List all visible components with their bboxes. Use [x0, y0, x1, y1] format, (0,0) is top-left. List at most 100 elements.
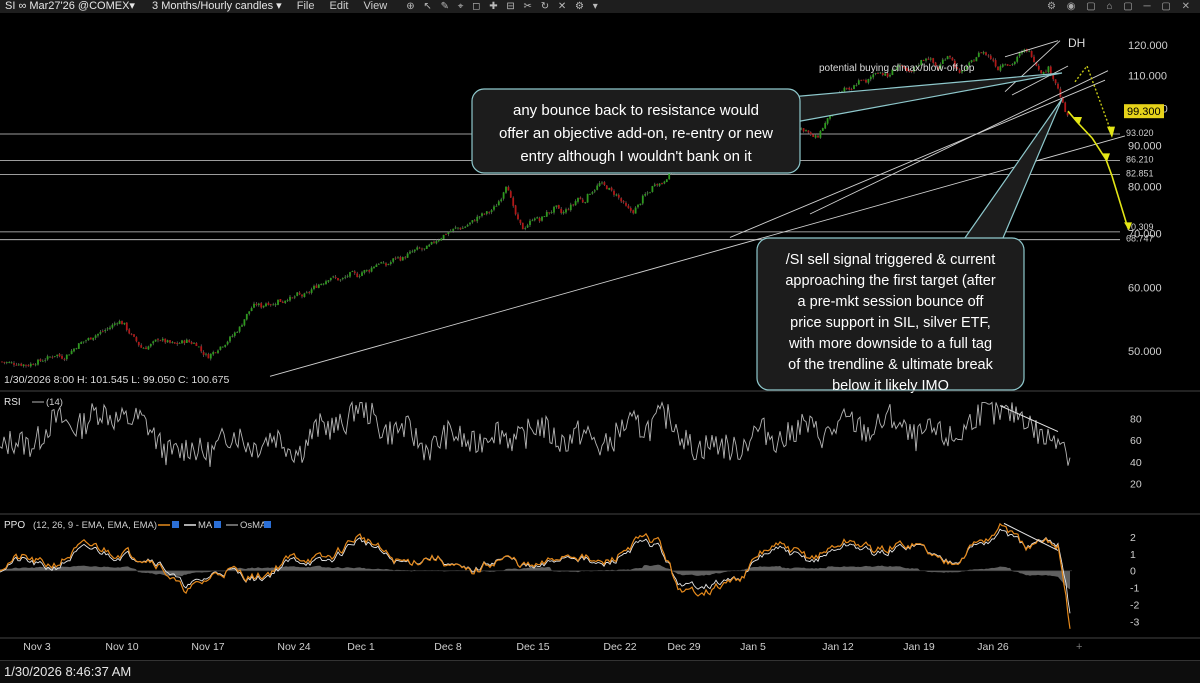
target-arrowhead: [1102, 153, 1110, 162]
candle: [85, 340, 87, 342]
candle: [104, 329, 107, 332]
candle: [1030, 50, 1033, 58]
candle: [622, 201, 625, 203]
candle: [800, 128, 803, 130]
candle: [49, 356, 51, 358]
candle: [53, 355, 56, 357]
candle: [925, 58, 927, 61]
candle: [197, 346, 200, 348]
ppo-tick-label: 0: [1130, 566, 1136, 578]
candle: [375, 264, 378, 268]
menu-file[interactable]: File: [296, 0, 315, 12]
candle: [301, 294, 303, 297]
candle: [514, 205, 517, 215]
candle: [320, 283, 323, 285]
candle: [1021, 51, 1023, 54]
ppo-ma-line: [0, 528, 1071, 614]
candle: [608, 187, 611, 190]
candle: [58, 354, 61, 357]
candle: [411, 251, 414, 253]
candle: [814, 135, 817, 138]
candle: [469, 222, 471, 225]
candle: [896, 66, 899, 71]
x-tick-label: Jan 26: [977, 641, 1009, 653]
candle: [130, 333, 133, 335]
candle: [39, 359, 42, 362]
candle: [855, 84, 858, 86]
candle: [423, 248, 426, 250]
candle: [118, 321, 121, 324]
candle: [812, 134, 815, 138]
candle: [898, 64, 901, 67]
candle: [478, 216, 481, 218]
candle: [392, 258, 395, 262]
candle: [164, 338, 167, 343]
candle: [613, 190, 615, 195]
candle: [502, 192, 505, 199]
sell-signal-callout-text-line: approaching the first target (after: [785, 273, 996, 289]
candle: [298, 292, 301, 295]
ohlc-readout: 1/30/2026 8:00 H: 101.545 L: 99.050 C: 1…: [4, 374, 230, 386]
candle: [663, 181, 666, 184]
chart-canvas[interactable]: 120.000110.000100.00090.00080.00070.0006…: [0, 13, 1200, 660]
candle: [653, 184, 656, 186]
candle: [178, 343, 181, 344]
candle: [260, 303, 263, 308]
checkbox-icon[interactable]: [172, 521, 179, 528]
menu-edit[interactable]: Edit: [329, 0, 349, 12]
candle: [15, 364, 18, 366]
candle: [289, 296, 291, 301]
candle: [805, 129, 807, 131]
level-label: 68.747: [1126, 234, 1154, 244]
candle: [922, 60, 925, 61]
window-controls-icon[interactable]: ⚙ ◉ ▢ ⌂ ▢ ─ ▢ ✕: [1047, 1, 1194, 12]
drawing-tools-icon[interactable]: ⊕ ↖ ✎ ⌖ ◻ ✚ ⊟ ✂ ↻ ✕ ⚙ ▾: [406, 1, 601, 12]
target-arrow: [1105, 159, 1113, 177]
candle: [819, 130, 822, 138]
candle: [908, 70, 911, 72]
candle: [291, 297, 294, 299]
candle: [665, 179, 668, 183]
candle: [584, 202, 587, 203]
dh-label: DH: [1068, 36, 1085, 50]
candle: [425, 245, 428, 249]
candle: [272, 304, 275, 306]
candle: [5, 362, 8, 363]
price-panel: 120.000110.000100.00090.00080.00070.0006…: [0, 36, 1168, 394]
candle: [236, 332, 239, 333]
candle: [128, 329, 131, 334]
candle: [13, 363, 15, 365]
candle: [1006, 64, 1009, 66]
symbol-selector[interactable]: SI ∞ Mar27'26 @COMEX▾: [5, 0, 135, 12]
candle: [452, 228, 455, 231]
candle: [627, 205, 630, 209]
checkbox-icon[interactable]: [214, 521, 221, 528]
candle: [610, 187, 613, 191]
candle: [440, 238, 443, 241]
candle: [437, 240, 440, 242]
checkbox-icon[interactable]: [264, 521, 271, 528]
sell-signal-callout-text-line: /SI sell signal triggered & current: [786, 252, 996, 268]
candle: [961, 71, 963, 73]
candle: [245, 313, 248, 320]
candle: [185, 339, 188, 343]
rsi-tick-label: 60: [1130, 435, 1142, 447]
candle: [877, 73, 879, 74]
ppo-legend-params: (12, 26, 9 - EMA, EMA, EMA): [33, 520, 157, 531]
bounce-callout-text-line: entry although I wouldn't bank on it: [520, 148, 752, 165]
menu-view[interactable]: View: [363, 0, 388, 12]
interval-selector[interactable]: 3 Months/Hourly candles ▾: [152, 0, 282, 12]
candle: [435, 241, 438, 244]
status-bar: 1/30/2026 8:46:37 AM: [0, 660, 1200, 683]
candle: [181, 340, 183, 344]
x-tick-label: Jan 19: [903, 641, 935, 653]
candle: [982, 52, 985, 54]
rsi-legend-period: (14): [46, 397, 63, 408]
candle: [63, 359, 66, 361]
candle: [125, 322, 128, 330]
candle: [483, 213, 486, 215]
candle: [524, 228, 527, 229]
bounce-callout-text-line: offer an objective add-on, re-entry or n…: [499, 125, 773, 142]
target-arrow: [1077, 122, 1093, 139]
candle: [370, 267, 373, 272]
